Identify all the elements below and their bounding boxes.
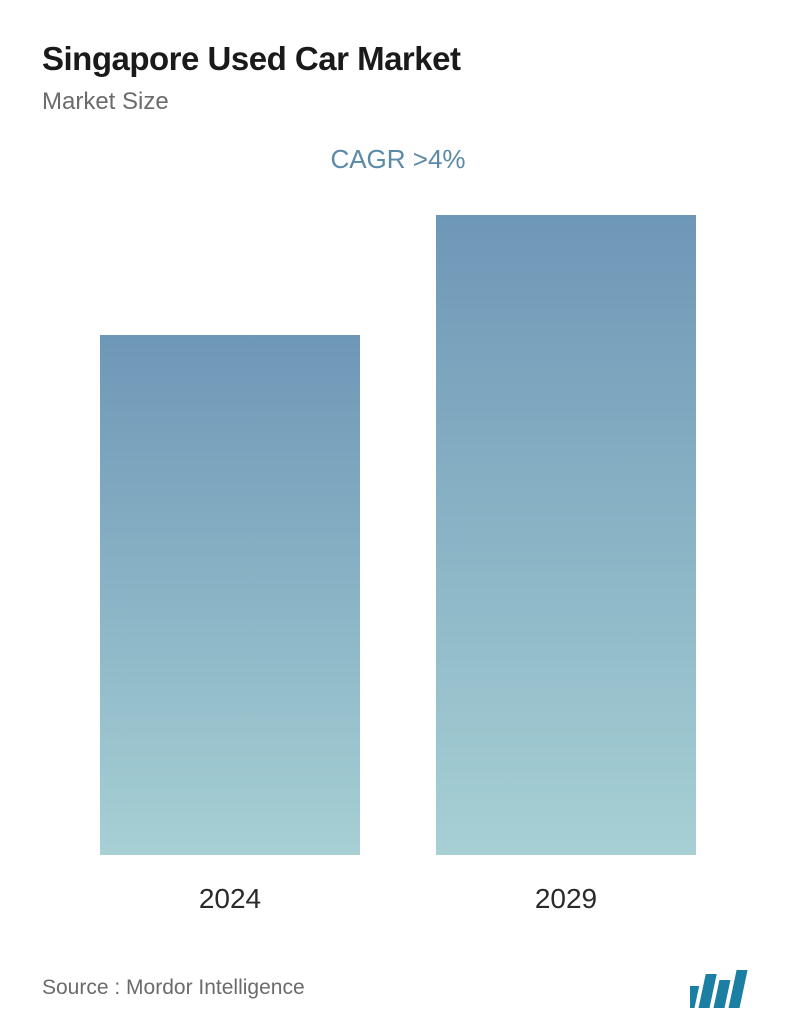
chart-title: Singapore Used Car Market (42, 40, 754, 78)
chart-container: Singapore Used Car Market Market Size CA… (0, 0, 796, 1034)
bar-2024 (100, 335, 360, 855)
labels-row: 2024 2029 (42, 865, 754, 915)
bar-group (436, 215, 696, 855)
source-label: Source : Mordor Intelligence (42, 976, 305, 1000)
mordor-logo-icon (690, 968, 754, 1008)
bar-group (100, 335, 360, 855)
chart-subtitle: Market Size (42, 88, 754, 116)
cagr-label: CAGR >4% (42, 144, 754, 175)
bars-row (42, 205, 754, 855)
bar-label: 2029 (436, 883, 696, 915)
footer: Source : Mordor Intelligence (42, 968, 754, 1008)
bar-2029 (436, 215, 696, 855)
bar-label: 2024 (100, 883, 360, 915)
chart-plot-area: 2024 2029 (42, 205, 754, 915)
